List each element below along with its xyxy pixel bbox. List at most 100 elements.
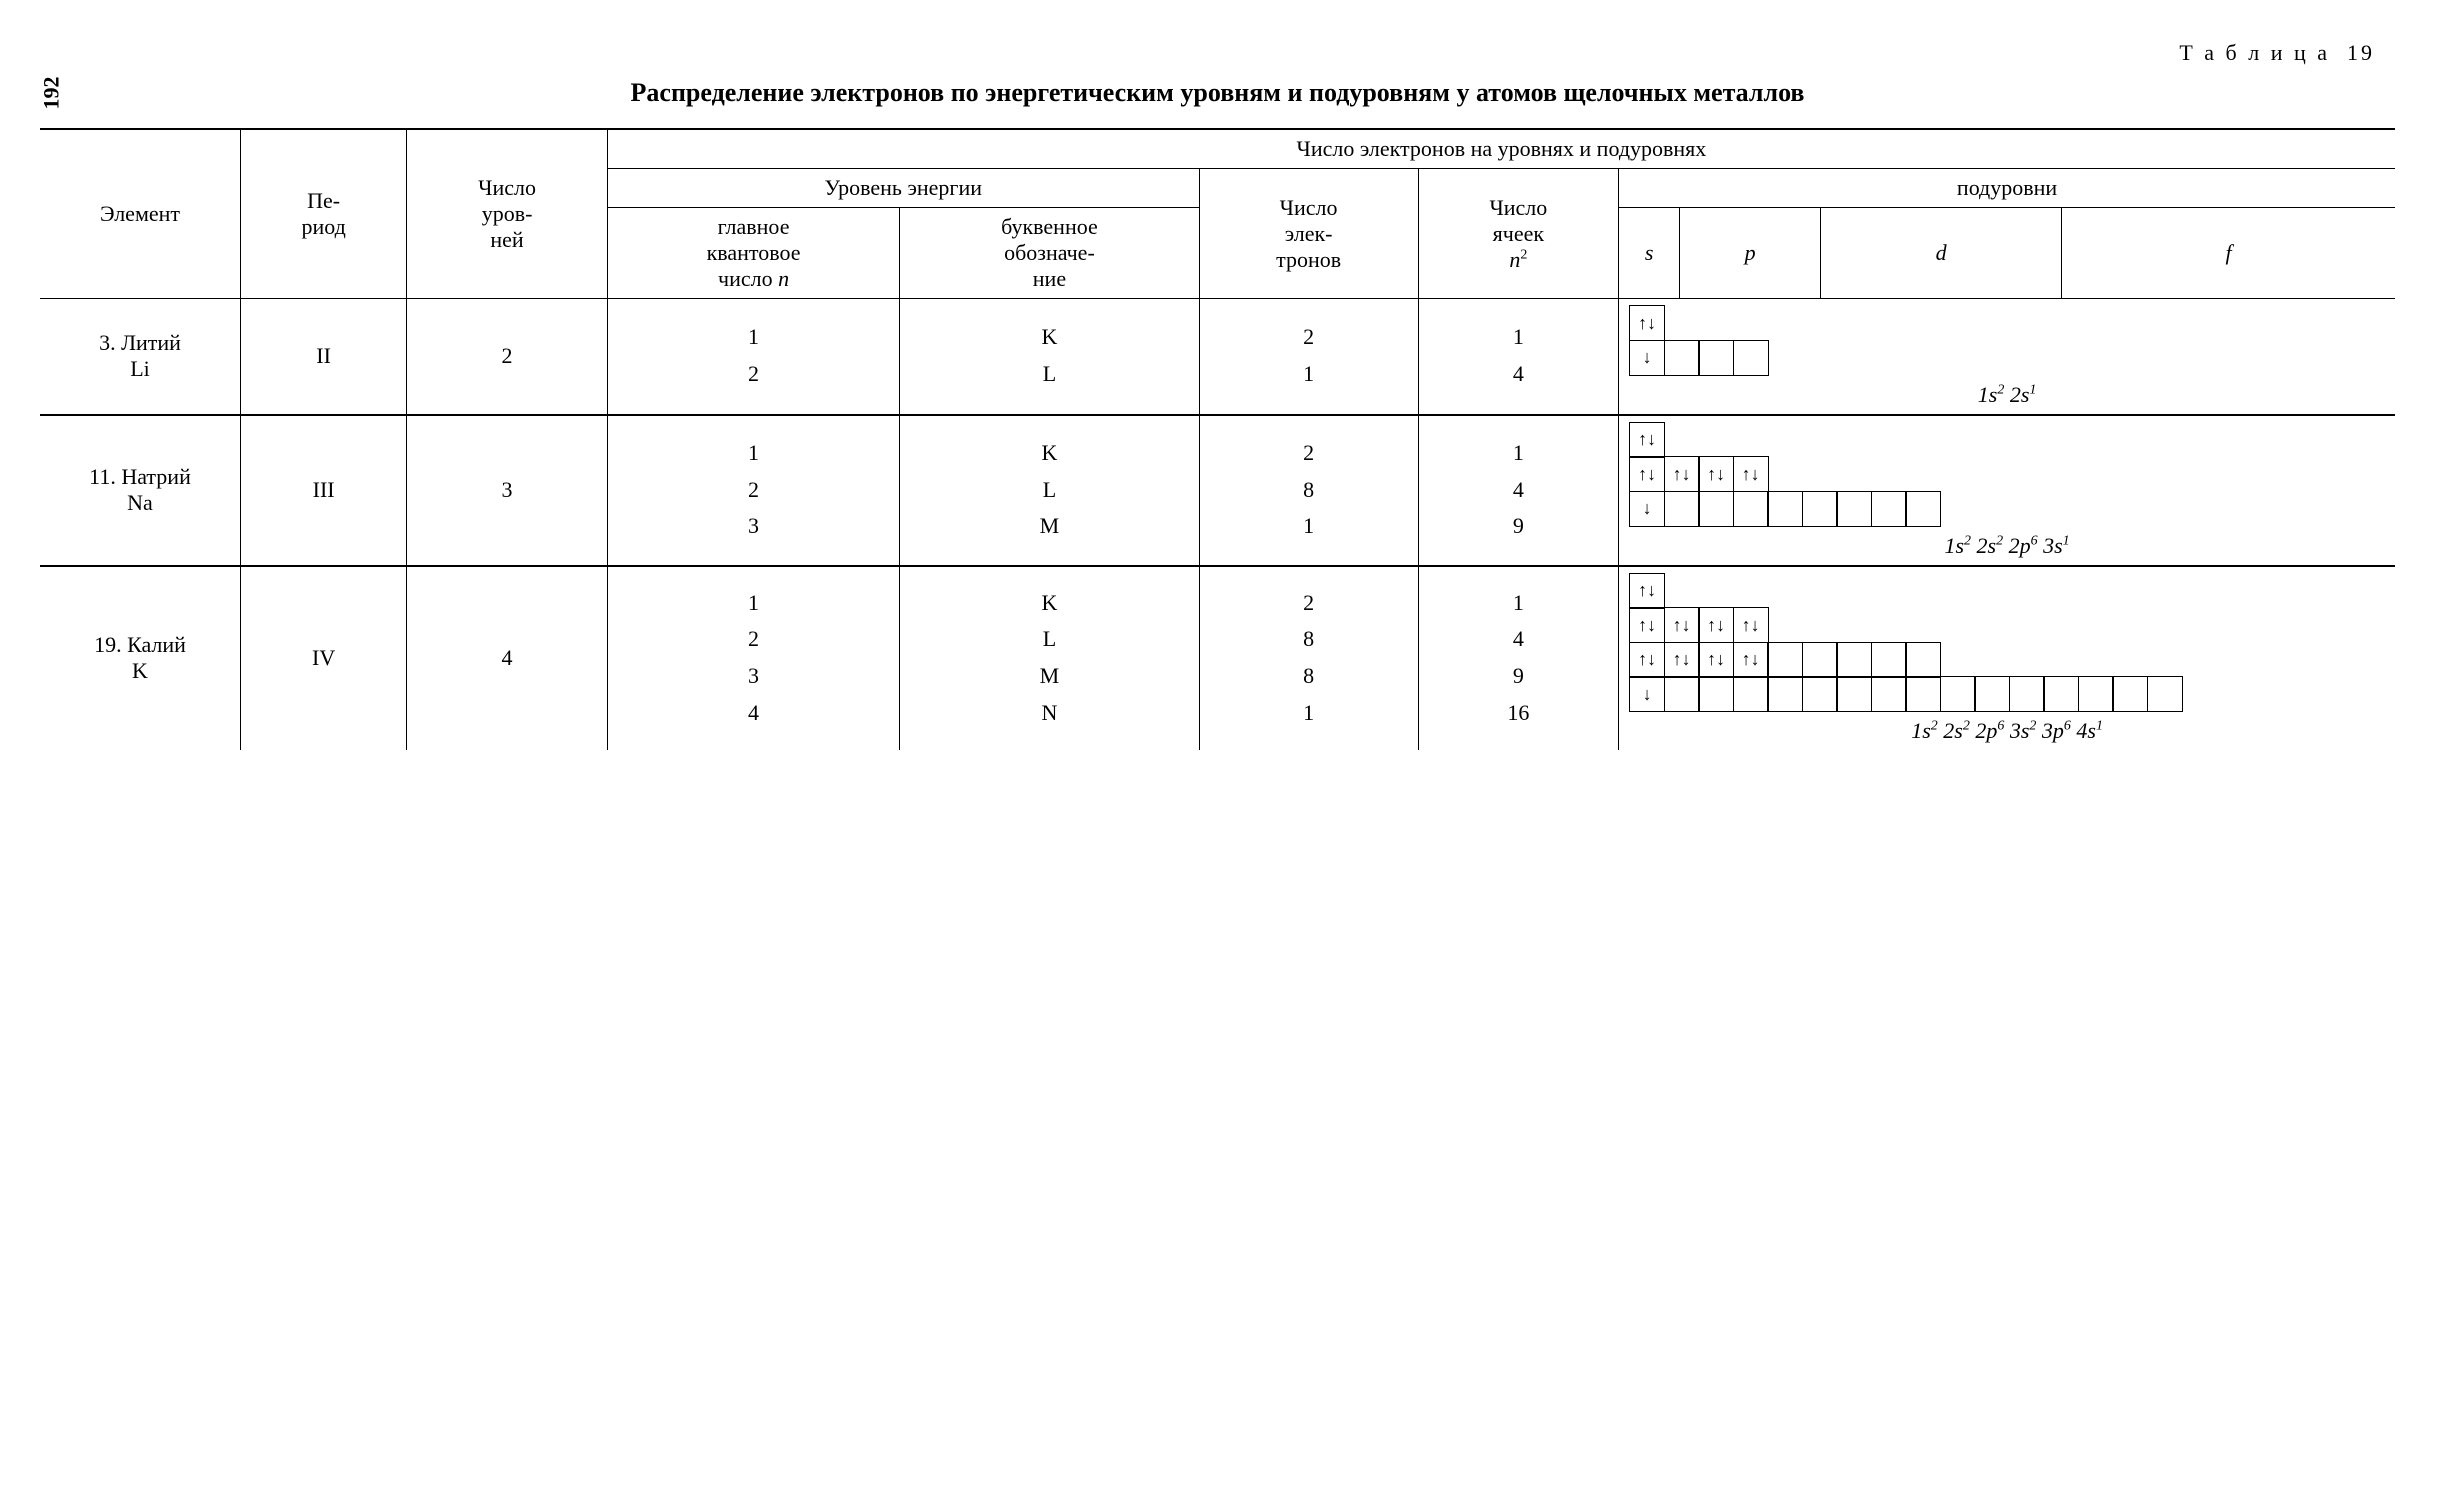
level-value: 1 — [1210, 359, 1408, 390]
col-letter: буквенное обозначе- ние — [900, 208, 1199, 299]
level-value: 8 — [1210, 475, 1408, 506]
orbital-box — [1664, 676, 1700, 712]
orbital-box: ↑↓ — [1629, 607, 1665, 643]
page-title: Распределение электронов по энергетическ… — [40, 78, 2395, 108]
orbital-row: ↓ — [1629, 678, 2183, 713]
level-value: 1 — [618, 588, 889, 619]
col-f: f — [2062, 208, 2395, 299]
orbital-box — [1802, 491, 1838, 527]
orbital-box: ↑↓ — [1629, 456, 1665, 492]
level-value: 4 — [1429, 475, 1609, 506]
orbital-box — [1733, 491, 1769, 527]
orbital-diagram: ↑↓↑↓↑↓↑↓↑↓↑↓↑↓↑↓↑↓↓ — [1629, 573, 2385, 713]
element-label: 3. Литий — [50, 330, 230, 356]
level-value: 9 — [1429, 511, 1609, 542]
orbital-box — [1733, 676, 1769, 712]
level-value: M — [910, 661, 1188, 692]
letter-cell: KLMN — [900, 566, 1199, 751]
element-cell: 11. НатрийNa — [40, 415, 241, 566]
level-value: 2 — [1210, 588, 1408, 619]
level-value: 4 — [1429, 624, 1609, 655]
table-row: 19. КалийKIV41234KLMN288114916↑↓↑↓↑↓↑↓↑↓… — [40, 566, 2395, 751]
col-p: p — [1680, 208, 1821, 299]
orbital-box — [1698, 676, 1734, 712]
orbital-box — [2043, 676, 2079, 712]
electrons-cell: 2 8 8 1 — [1199, 566, 1418, 751]
orbital-box: ↑↓ — [1733, 456, 1769, 492]
orbital-cell: ↑↓↑↓↑↓↑↓↑↓↓ 1s2 2s2 2p6 3s1 — [1619, 415, 2395, 566]
level-value: 3 — [618, 661, 889, 692]
n-cell: 1234 — [607, 566, 899, 751]
orbital-box — [1664, 491, 1700, 527]
level-value: 4 — [1429, 359, 1609, 390]
table-header: Элемент Пе- риод Число уров- ней Число э… — [40, 129, 2395, 299]
orbital-box — [1871, 491, 1907, 527]
orbital-box — [2009, 676, 2045, 712]
period-cell: II — [241, 299, 407, 415]
element-cell: 19. КалийK — [40, 566, 241, 751]
col-main-quantum: главноеквантовоечисло n — [607, 208, 899, 299]
level-value: L — [910, 624, 1188, 655]
orbital-box: ↑↓ — [1629, 422, 1665, 458]
orbital-row: ↑↓ — [1629, 422, 1665, 458]
level-value: 8 — [1210, 661, 1408, 692]
orbital-box — [1802, 642, 1838, 678]
num-levels-cell: 2 — [407, 299, 608, 415]
electrons-cell: 21 — [1199, 299, 1418, 415]
orbital-box — [1871, 642, 1907, 678]
orbital-box: ↑↓ — [1664, 456, 1700, 492]
element-symbol: K — [50, 658, 230, 684]
level-value: 2 — [618, 359, 889, 390]
orbital-box — [1871, 676, 1907, 712]
n-cell: 12 — [607, 299, 899, 415]
col-energy-level: Уровень энергии — [607, 169, 1199, 208]
period-cell: III — [241, 415, 407, 566]
num-levels-cell: 4 — [407, 566, 608, 751]
electron-configuration: 1s2 2s1 — [1629, 382, 2385, 408]
cells-cell: 149 — [1418, 415, 1619, 566]
level-value: 16 — [1429, 698, 1609, 729]
orbital-box: ↓ — [1629, 676, 1665, 712]
orbital-box: ↑↓ — [1698, 456, 1734, 492]
orbital-box — [2147, 676, 2183, 712]
level-value: 3 — [618, 511, 889, 542]
electrons-cell: 281 — [1199, 415, 1418, 566]
col-electrons-group: Число электронов на уровнях и подуровнях — [607, 129, 2395, 169]
orbital-box: ↑↓ — [1733, 607, 1769, 643]
orbital-box — [1905, 642, 1941, 678]
orbital-box — [1767, 491, 1803, 527]
orbital-box: ↑↓ — [1698, 642, 1734, 678]
num-levels-cell: 3 — [407, 415, 608, 566]
orbital-box — [1698, 491, 1734, 527]
orbital-box: ↑↓ — [1698, 607, 1734, 643]
table-row: 3. ЛитийLiII212KL2114↑↓↓1s2 2s1 — [40, 299, 2395, 415]
level-value: L — [910, 359, 1188, 390]
level-value: 1 — [1210, 698, 1408, 729]
element-cell: 3. ЛитийLi — [40, 299, 241, 415]
level-value: 9 — [1429, 661, 1609, 692]
level-value: 8 — [1210, 624, 1408, 655]
orbital-box — [2078, 676, 2114, 712]
letter-cell: KLM — [900, 415, 1199, 566]
orbital-box — [1836, 491, 1872, 527]
orbital-box — [1767, 676, 1803, 712]
orbital-cell: ↑↓↓ 1s2 2s1 — [1619, 299, 2395, 415]
orbital-box — [1802, 676, 1838, 712]
orbital-box — [1664, 340, 1700, 376]
orbital-box — [1836, 676, 1872, 712]
cells-cell: 14 — [1418, 299, 1619, 415]
level-value: N — [910, 698, 1188, 729]
element-label: 19. Калий — [50, 632, 230, 658]
orbital-row: ↑↓ — [1629, 573, 1665, 609]
level-value: 2 — [618, 475, 889, 506]
orbital-box — [1767, 642, 1803, 678]
orbital-diagram: ↑↓↓ — [1629, 305, 2385, 376]
orbital-row: ↑↓↑↓↑↓↑↓ — [1629, 643, 1941, 678]
orbital-box — [1905, 491, 1941, 527]
letter-cell: KL — [900, 299, 1199, 415]
orbital-box — [1974, 676, 2010, 712]
orbital-diagram: ↑↓↑↓↑↓↑↓↑↓↓ — [1629, 422, 2385, 527]
electron-configuration: 1s2 2s2 2p6 3s1 — [1629, 533, 2385, 559]
level-value: 2 — [1210, 438, 1408, 469]
col-sublevels: подуровни — [1619, 169, 2395, 208]
